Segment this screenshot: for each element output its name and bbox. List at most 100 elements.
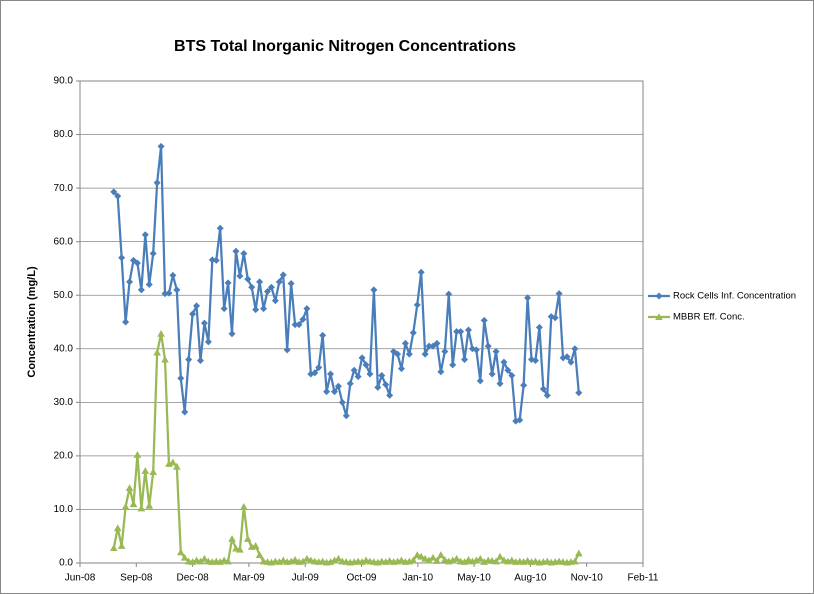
marker bbox=[279, 271, 287, 279]
marker bbox=[173, 462, 181, 470]
marker bbox=[457, 328, 465, 336]
marker bbox=[291, 555, 299, 563]
marker bbox=[496, 380, 504, 388]
x-tick-label: Dec-08 bbox=[176, 573, 209, 584]
marker bbox=[311, 369, 319, 377]
marker bbox=[113, 524, 122, 532]
marker bbox=[125, 484, 134, 492]
marker bbox=[441, 347, 449, 355]
marker bbox=[461, 355, 469, 363]
marker bbox=[224, 279, 232, 287]
marker bbox=[484, 342, 492, 350]
marker bbox=[405, 350, 413, 358]
marker bbox=[176, 548, 185, 556]
marker bbox=[453, 328, 461, 336]
x-tick-label: Sep-08 bbox=[120, 573, 153, 584]
marker bbox=[409, 329, 417, 337]
marker bbox=[417, 552, 425, 560]
marker bbox=[476, 377, 484, 385]
marker bbox=[189, 310, 197, 318]
marker bbox=[118, 254, 126, 262]
marker bbox=[141, 467, 150, 474]
y-tick-label: 70.0 bbox=[54, 183, 74, 194]
marker bbox=[409, 556, 418, 564]
marker bbox=[126, 278, 134, 286]
marker bbox=[145, 281, 153, 289]
marker bbox=[531, 357, 539, 365]
y-tick-label: 0.0 bbox=[59, 558, 73, 569]
marker bbox=[299, 557, 307, 565]
marker bbox=[571, 345, 579, 353]
marker bbox=[177, 374, 185, 382]
marker bbox=[370, 286, 378, 294]
marker bbox=[464, 326, 472, 334]
y-tick-label: 40.0 bbox=[54, 343, 74, 354]
marker bbox=[287, 279, 295, 287]
marker bbox=[161, 355, 169, 363]
marker bbox=[153, 348, 161, 356]
marker bbox=[109, 544, 118, 552]
marker bbox=[295, 321, 303, 329]
x-tick-label: Jun-08 bbox=[65, 573, 96, 584]
marker bbox=[571, 557, 579, 565]
marker bbox=[129, 500, 138, 508]
marker bbox=[133, 451, 142, 458]
marker bbox=[433, 339, 441, 347]
marker bbox=[342, 412, 350, 420]
marker bbox=[236, 272, 244, 280]
marker bbox=[338, 398, 346, 406]
marker bbox=[169, 458, 177, 466]
marker bbox=[433, 557, 441, 564]
marker bbox=[240, 502, 248, 510]
x-tick-label: May-10 bbox=[457, 573, 491, 584]
marker bbox=[382, 381, 390, 389]
marker bbox=[655, 313, 663, 320]
marker bbox=[157, 329, 165, 337]
marker bbox=[185, 355, 193, 363]
x-tick-label: Nov-10 bbox=[571, 573, 604, 584]
marker bbox=[508, 372, 516, 380]
marker bbox=[429, 553, 437, 561]
marker bbox=[291, 321, 299, 329]
marker bbox=[244, 275, 252, 283]
marker bbox=[114, 192, 122, 200]
marker bbox=[228, 330, 236, 338]
marker bbox=[437, 551, 445, 558]
marker bbox=[567, 358, 575, 366]
marker bbox=[200, 554, 209, 562]
marker bbox=[496, 552, 504, 560]
marker bbox=[417, 268, 425, 276]
marker bbox=[165, 289, 173, 297]
marker bbox=[452, 554, 461, 562]
marker bbox=[449, 361, 457, 369]
marker bbox=[539, 385, 547, 393]
marker bbox=[204, 338, 212, 346]
marker bbox=[520, 381, 528, 389]
marker bbox=[437, 368, 445, 376]
marker bbox=[421, 350, 429, 358]
marker bbox=[193, 302, 201, 310]
x-tick-label: Jul-09 bbox=[292, 573, 320, 584]
marker bbox=[303, 305, 311, 313]
marker bbox=[145, 501, 154, 509]
marker bbox=[413, 301, 421, 309]
marker bbox=[425, 342, 433, 350]
marker bbox=[413, 551, 422, 558]
marker bbox=[401, 339, 409, 347]
marker bbox=[394, 350, 402, 358]
marker bbox=[488, 370, 496, 378]
y-tick-label: 10.0 bbox=[54, 504, 74, 515]
y-tick-label: 80.0 bbox=[54, 129, 74, 140]
marker bbox=[149, 249, 157, 257]
marker bbox=[334, 382, 342, 390]
marker bbox=[655, 292, 663, 300]
marker bbox=[551, 314, 559, 322]
marker bbox=[397, 556, 406, 564]
marker bbox=[543, 391, 551, 399]
marker bbox=[354, 373, 362, 381]
marker bbox=[366, 370, 374, 378]
marker bbox=[378, 372, 386, 380]
marker bbox=[299, 315, 307, 323]
marker bbox=[153, 179, 161, 187]
